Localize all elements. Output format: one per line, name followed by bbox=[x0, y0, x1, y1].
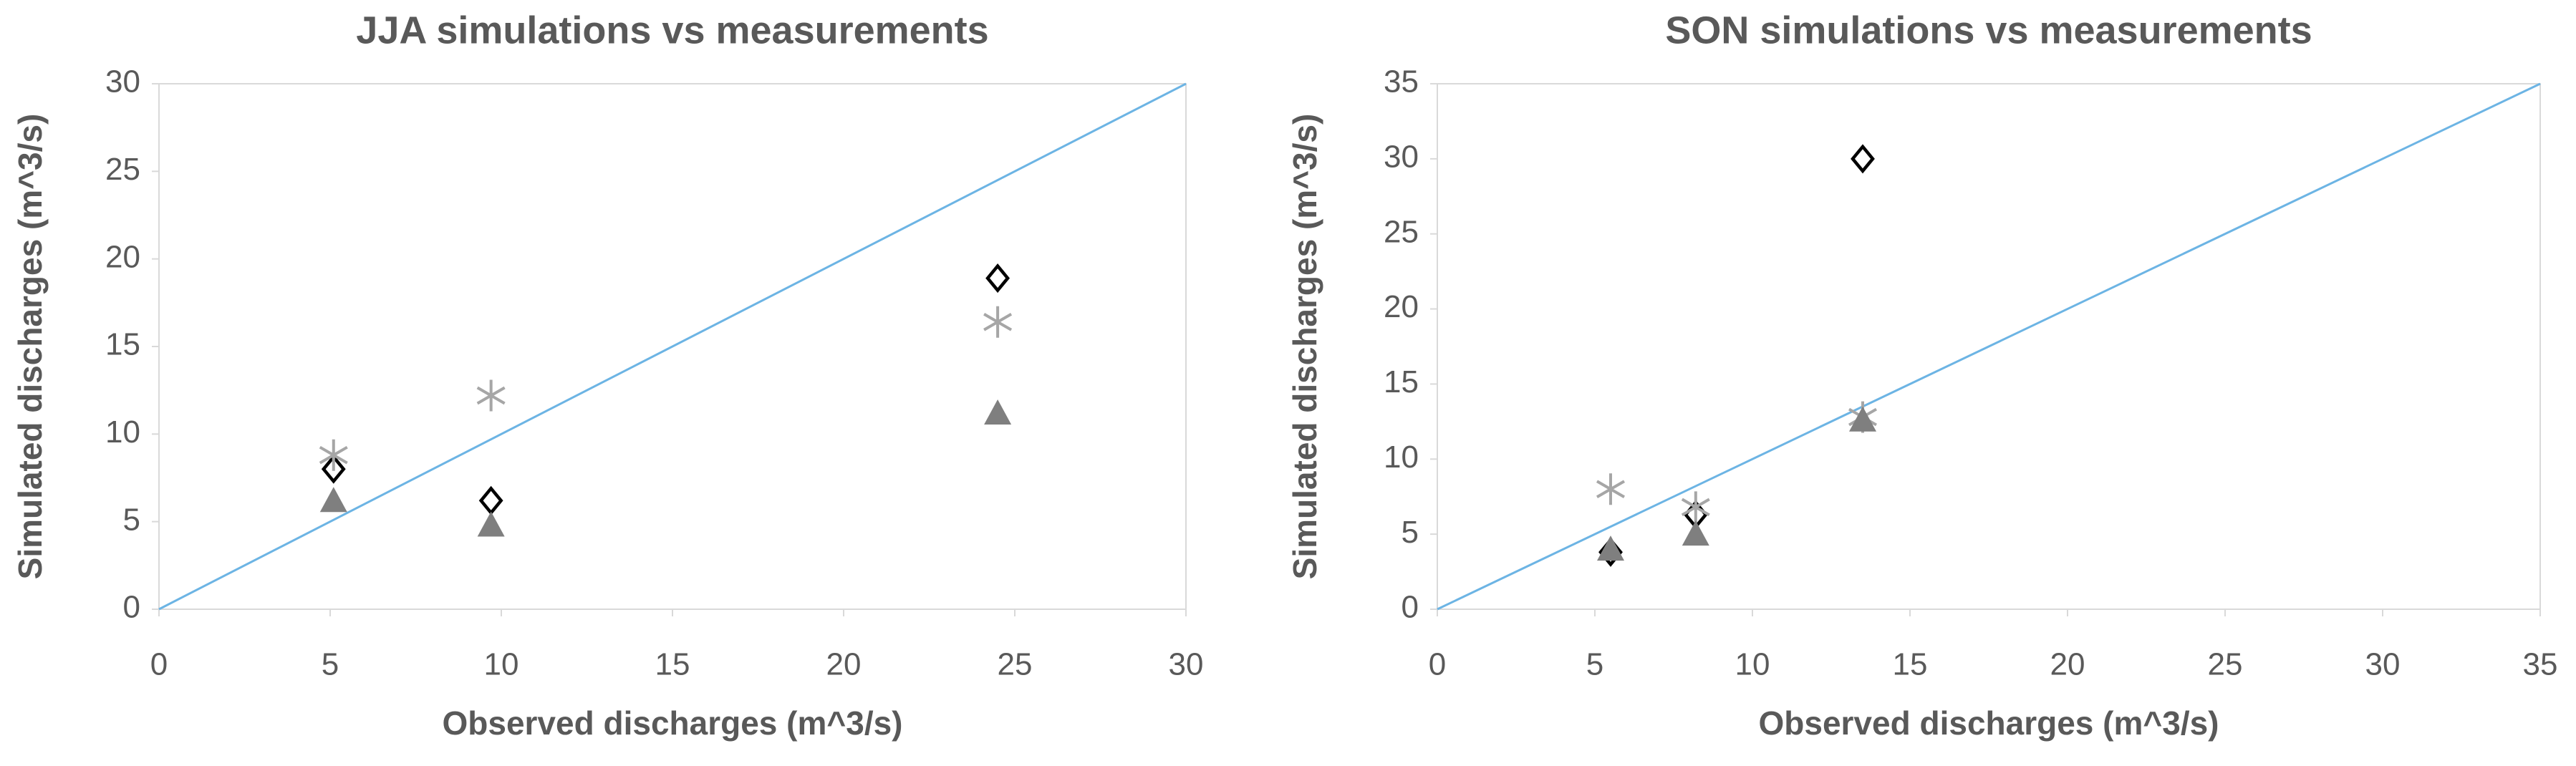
y-tick-label: 25 bbox=[1384, 214, 1419, 249]
y-tick-label: 10 bbox=[1384, 440, 1419, 475]
y-tick-label: 15 bbox=[1384, 364, 1419, 399]
reference-line bbox=[158, 82, 1187, 611]
y-tick-label: 20 bbox=[1384, 289, 1419, 324]
y-tick-label: 0 bbox=[123, 590, 140, 625]
y-tick-label: 30 bbox=[105, 64, 140, 100]
y-axis-title: Simulated discharges (m^3/s) bbox=[11, 114, 49, 580]
triangle-marker bbox=[319, 487, 347, 513]
x-tick-label: 5 bbox=[1586, 647, 1603, 682]
y-tick-label: 20 bbox=[105, 239, 140, 274]
asterisk-marker bbox=[983, 306, 1013, 338]
chart-title: JJA simulations vs measurements bbox=[356, 9, 988, 52]
x-tick-label: 10 bbox=[484, 647, 519, 682]
x-tick-label: 25 bbox=[2208, 647, 2243, 682]
x-axis-title: Observed discharges (m^3/s) bbox=[442, 704, 902, 742]
reference-line bbox=[1437, 82, 2541, 611]
y-tick-label: 5 bbox=[1402, 515, 1419, 550]
y-tick-label: 35 bbox=[1384, 64, 1419, 100]
x-tick-label: 20 bbox=[2050, 647, 2085, 682]
asterisk-marker bbox=[319, 439, 348, 471]
y-tick-label: 15 bbox=[105, 327, 140, 362]
y-tick-label: 5 bbox=[123, 502, 140, 537]
chart: 0 5 10 15 20 25 30 0 5 10 15 20 25 30 JJA simulations … bbox=[11, 9, 1203, 742]
triangle-marker bbox=[984, 399, 1012, 425]
x-tick-label: 0 bbox=[1429, 647, 1446, 682]
triangle-marker bbox=[1682, 520, 1709, 546]
diamond-marker bbox=[1851, 144, 1875, 174]
x-tick-label: 0 bbox=[150, 647, 168, 682]
x-tick-label: 20 bbox=[826, 647, 862, 682]
x-tick-label: 15 bbox=[1893, 647, 1928, 682]
x-axis-title: Observed discharges (m^3/s) bbox=[1758, 704, 2219, 742]
asterisk-marker bbox=[1681, 491, 1710, 523]
x-tick-label: 5 bbox=[322, 647, 339, 682]
x-tick-label: 30 bbox=[1169, 647, 1204, 682]
asterisk-marker bbox=[1596, 473, 1626, 505]
chart: 0 5 10 15 20 25 30 35 0 5 10 15 20 25 30 35 SON simulati… bbox=[1286, 9, 2557, 742]
triangle-marker bbox=[477, 511, 505, 537]
diamond-marker bbox=[985, 263, 1010, 294]
triangle-marker bbox=[1597, 535, 1624, 561]
x-tick-label: 15 bbox=[655, 647, 690, 682]
y-tick-label: 30 bbox=[1384, 139, 1419, 174]
diamond-marker bbox=[478, 485, 503, 515]
y-tick-label: 0 bbox=[1402, 590, 1419, 625]
triangle-marker bbox=[1849, 406, 1876, 432]
x-tick-label: 30 bbox=[2365, 647, 2401, 682]
y-tick-label: 10 bbox=[105, 414, 140, 450]
chart-title: SON simulations vs measurements bbox=[1665, 9, 2312, 52]
y-tick-label: 25 bbox=[105, 152, 140, 187]
x-tick-label: 25 bbox=[998, 647, 1033, 682]
asterisk-marker bbox=[476, 379, 506, 412]
x-tick-label: 35 bbox=[2523, 647, 2558, 682]
y-axis-title: Simulated discharges (m^3/s) bbox=[1286, 114, 1323, 580]
plot-area bbox=[1437, 83, 2541, 610]
x-tick-label: 10 bbox=[1735, 647, 1770, 682]
